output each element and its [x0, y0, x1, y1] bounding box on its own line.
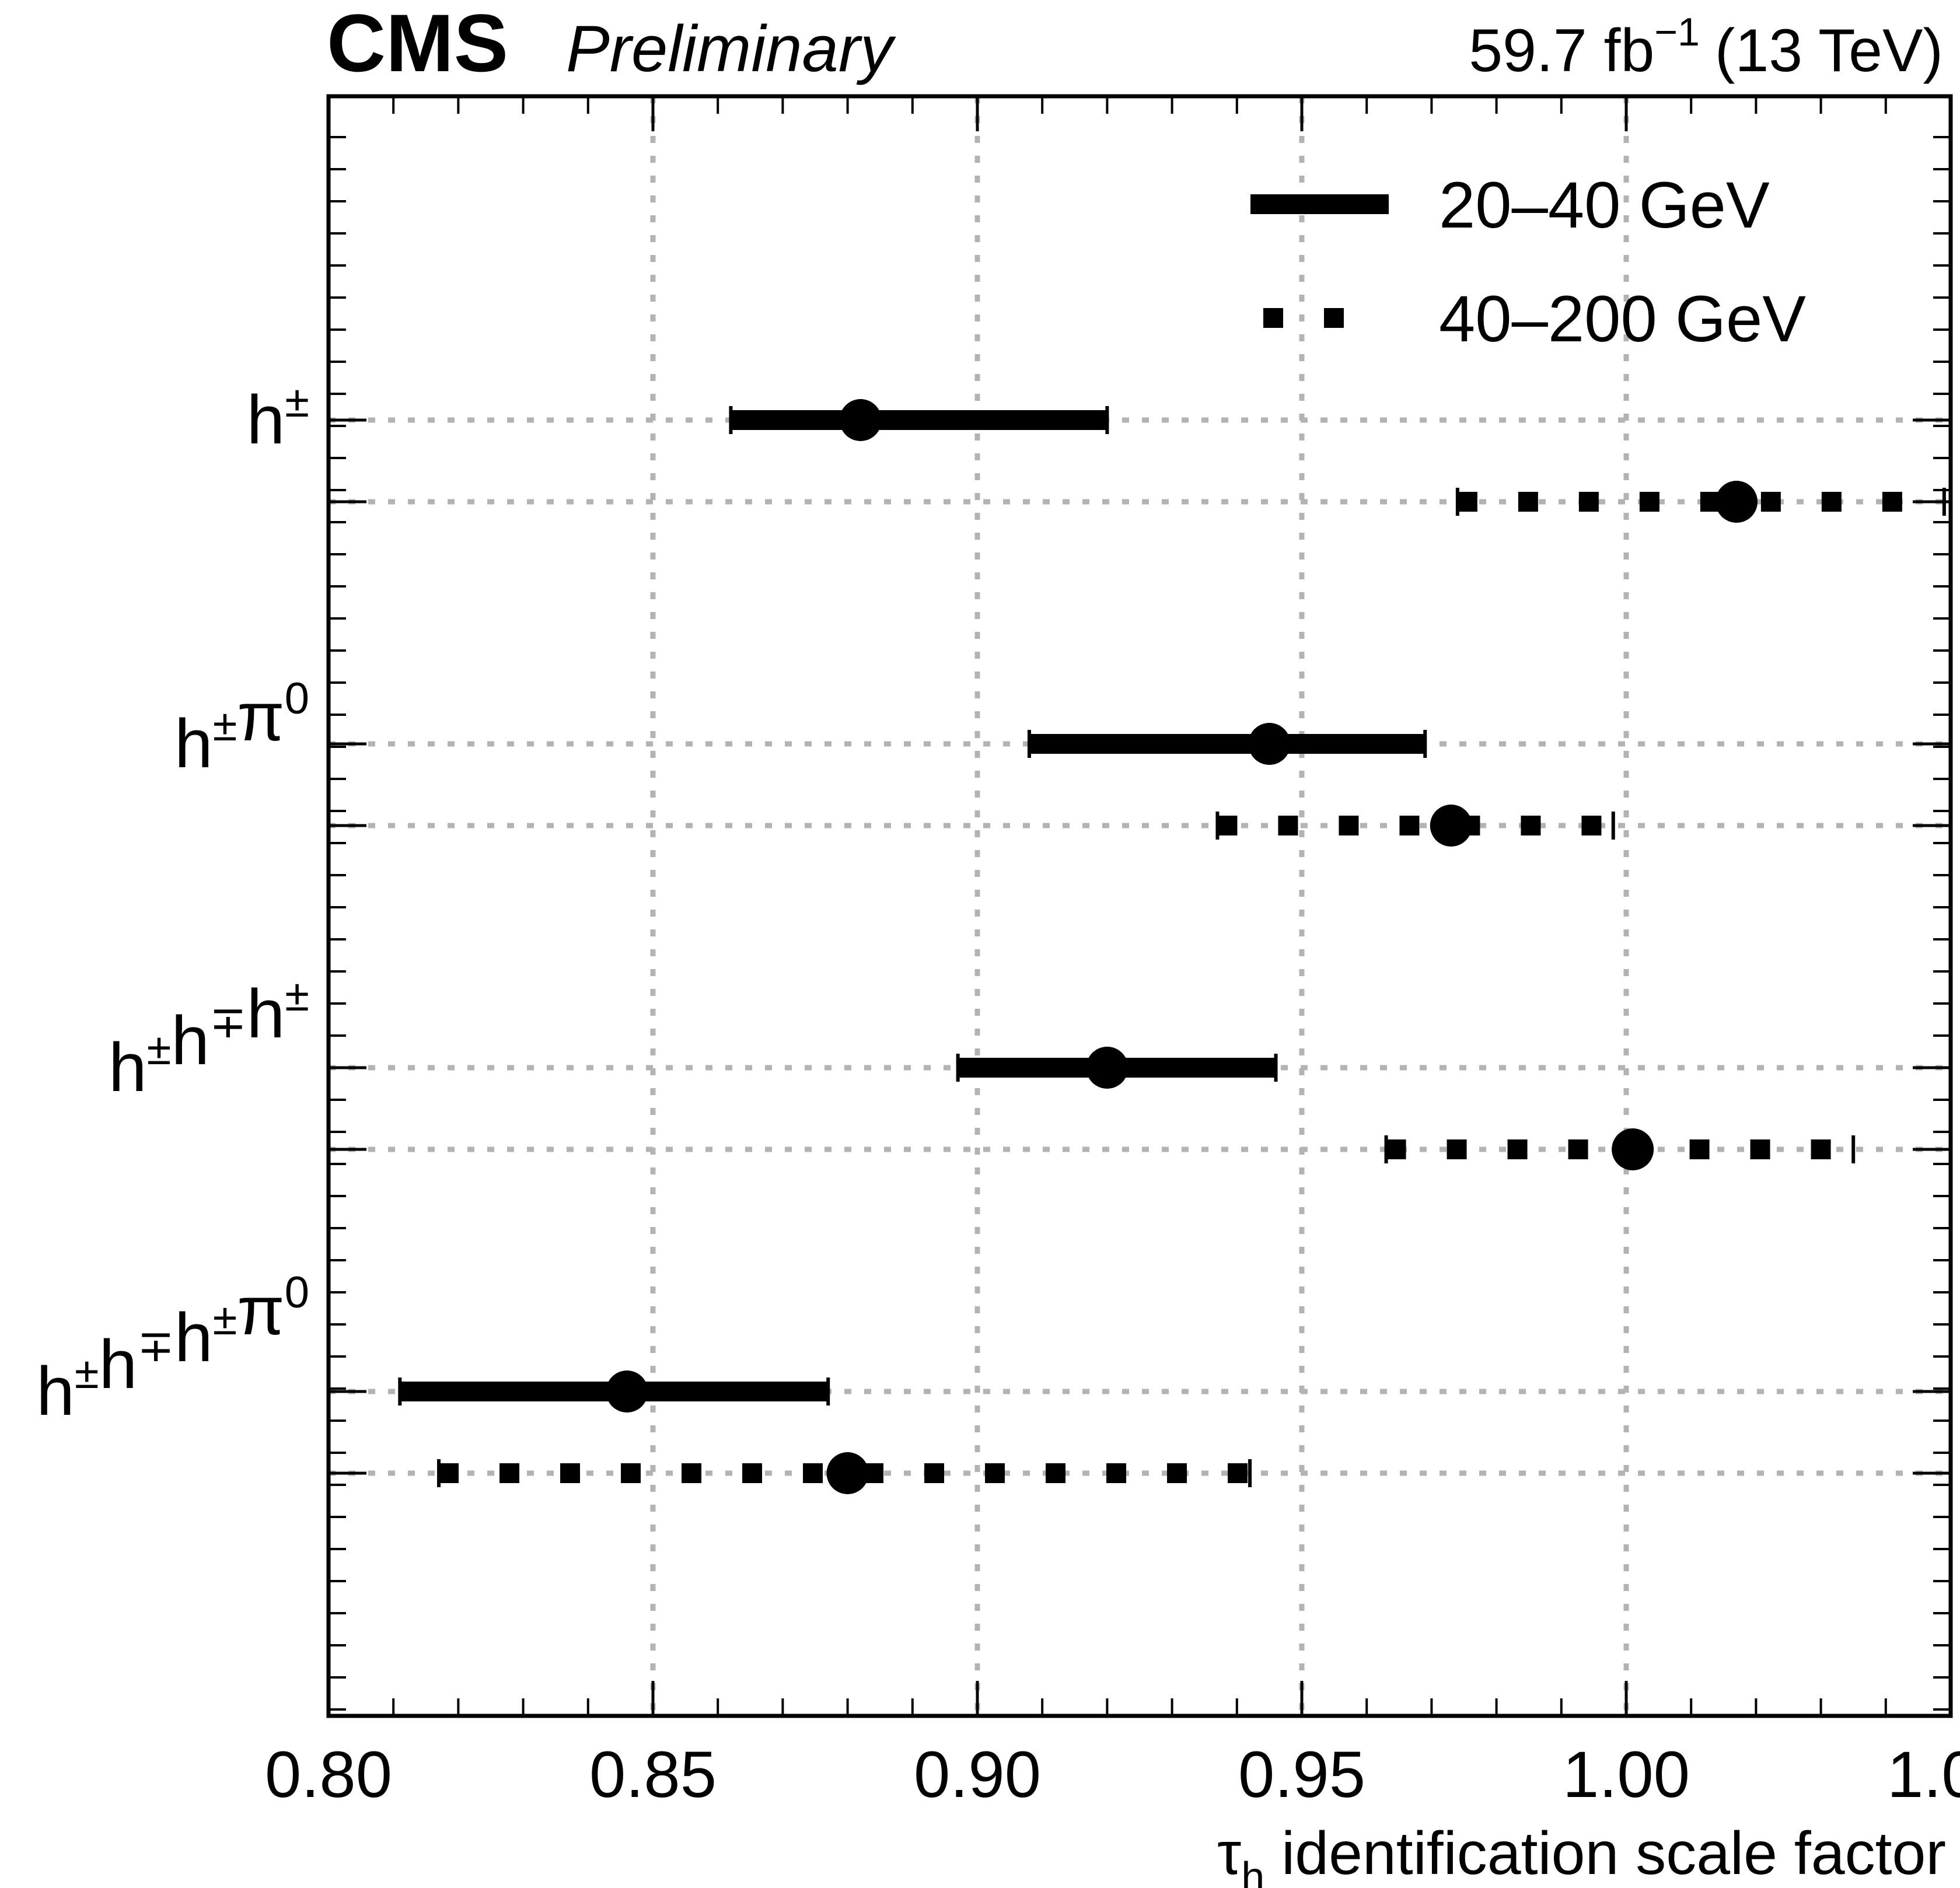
- category-base: π: [237, 679, 284, 756]
- status-label: Preliminary: [566, 12, 896, 85]
- y-category-label: h±h∓h±: [109, 971, 309, 1106]
- category-base: π: [237, 1272, 284, 1349]
- category-base: h: [36, 1353, 75, 1430]
- category-superscript: ∓: [209, 998, 247, 1047]
- data-point: [1086, 1047, 1129, 1089]
- luminosity-exponent: −1: [1654, 10, 1700, 54]
- y-category-label: h±: [247, 377, 309, 459]
- luminosity-value: 59.7 fb: [1469, 17, 1654, 85]
- data-point: [1612, 1128, 1654, 1170]
- category-superscript: ±: [213, 701, 237, 750]
- category-base: h: [174, 705, 213, 782]
- data-point: [826, 1452, 869, 1494]
- experiment-label: CMS: [327, 0, 508, 89]
- category-base: h: [174, 1299, 213, 1376]
- y-category-label: h±h∓h±π0: [36, 1268, 309, 1430]
- category-superscript: ±: [285, 377, 309, 426]
- grid-layer: [329, 96, 1951, 1716]
- category-base: h: [171, 1002, 209, 1079]
- x-tick-label: 1.00: [1563, 1738, 1690, 1811]
- x-axis-rest: identification scale factor: [1264, 1820, 1946, 1887]
- x-tick-label: 0.95: [1238, 1738, 1365, 1811]
- category-base: h: [109, 1029, 147, 1106]
- y-category-label: h±π0: [174, 674, 309, 782]
- legend-label-20-40: 20–40 GeV: [1439, 169, 1770, 242]
- legend: 20–40 GeV 40–200 GeV: [1250, 169, 1806, 355]
- ticks-layer: 0.800.850.900.951.001.05h±h±π0h±h∓h±h±h∓…: [36, 96, 1960, 1811]
- legend-label-40-200: 40–200 GeV: [1439, 282, 1806, 355]
- luminosity-label: 59.7 fb−1 (13 TeV): [1469, 10, 1943, 85]
- data-point: [1430, 805, 1472, 847]
- category-superscript: ±: [285, 971, 309, 1020]
- category-superscript: 0: [285, 674, 309, 723]
- category-superscript: ∓: [137, 1321, 174, 1371]
- x-axis-symbol: τ: [1217, 1820, 1241, 1887]
- category-superscript: 0: [285, 1268, 309, 1317]
- x-tick-label: 0.85: [589, 1738, 717, 1811]
- x-tick-label: 0.80: [265, 1738, 392, 1811]
- data-point: [606, 1370, 648, 1412]
- category-superscript: ±: [213, 1295, 237, 1344]
- x-tick-label: 0.90: [914, 1738, 1041, 1811]
- category-base: h: [99, 1326, 138, 1403]
- data-point: [839, 399, 882, 441]
- plot-frame: [326, 94, 1953, 1718]
- x-axis-title: τh identification scale factor: [1217, 1820, 1946, 1888]
- series-layer: [398, 399, 1946, 1494]
- data-point: [1248, 723, 1291, 765]
- x-axis-subscript: h: [1241, 1854, 1264, 1888]
- category-superscript: ±: [75, 1348, 99, 1398]
- x-tick-label: 1.05: [1887, 1738, 1960, 1811]
- category-base: h: [247, 976, 285, 1053]
- data-point: [1716, 481, 1758, 523]
- energy-label: (13 TeV): [1715, 17, 1943, 85]
- category-superscript: ±: [147, 1025, 172, 1074]
- category-base: h: [247, 382, 285, 459]
